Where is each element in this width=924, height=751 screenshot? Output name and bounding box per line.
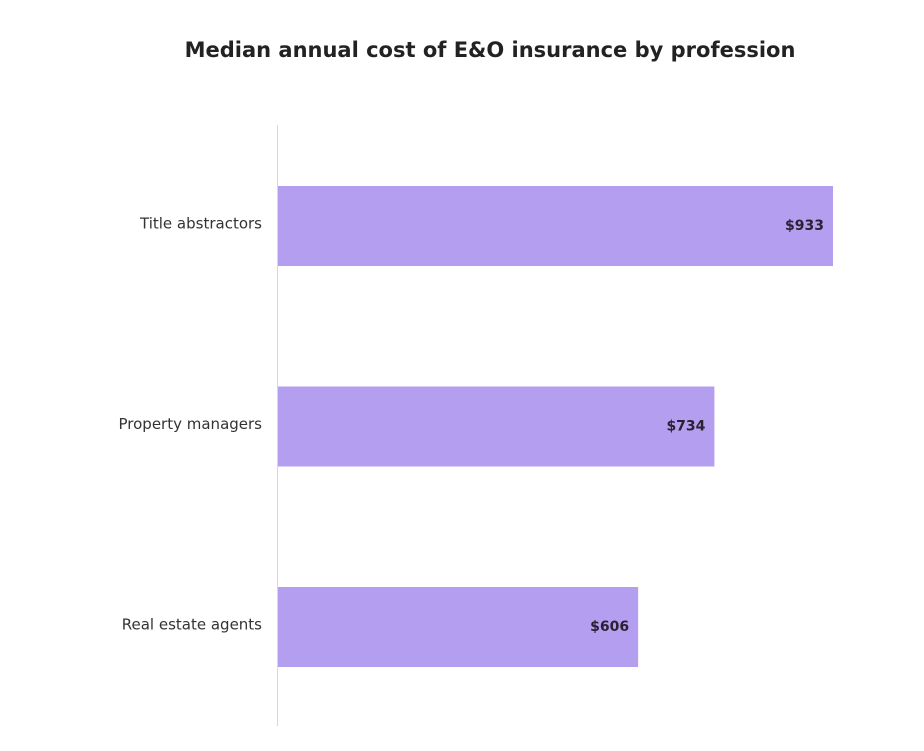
bar (278, 587, 639, 667)
category-label: Title abstractors (139, 215, 262, 233)
bar (278, 186, 833, 266)
category-label: Real estate agents (122, 616, 262, 634)
data-label: $734 (666, 419, 705, 435)
bar (278, 386, 715, 467)
data-label: $606 (590, 619, 629, 635)
category-label: Property managers (119, 415, 263, 433)
data-label: $933 (785, 218, 824, 234)
chart-title: Median annual cost of E&O insurance by p… (184, 38, 796, 62)
